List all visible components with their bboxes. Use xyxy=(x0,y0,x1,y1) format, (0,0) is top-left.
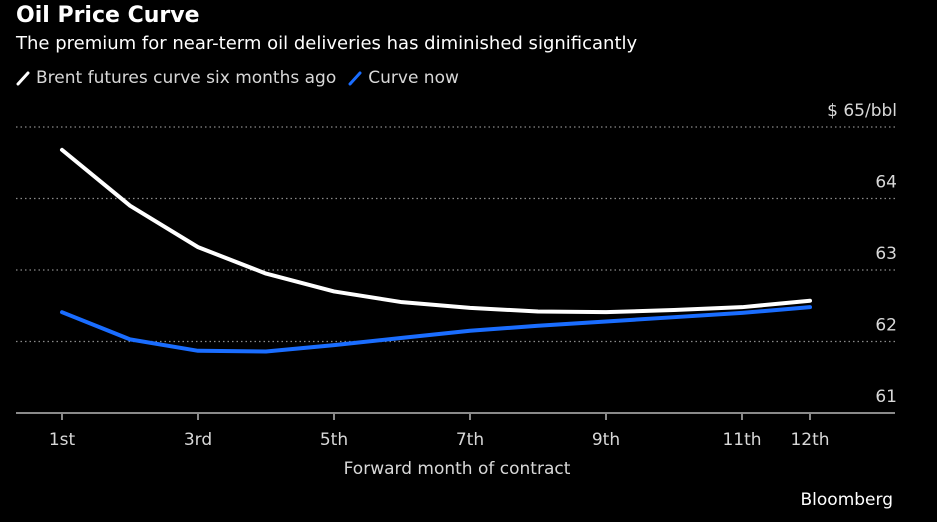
x-tick-label: 1st xyxy=(49,430,76,450)
chart-title: Oil Price Curve xyxy=(16,3,200,28)
y-tick-label: 63 xyxy=(875,244,897,264)
x-axis-labels: 1st 3rd 5th 7th 9th 11th 12th xyxy=(49,430,830,450)
y-tick-label: $ 65/bbl xyxy=(827,101,897,121)
x-tick-label: 12th xyxy=(790,430,829,450)
legend-label: Brent futures curve six months ago xyxy=(36,68,337,88)
x-tick-label: 5th xyxy=(320,430,348,450)
series-line-six-months-ago xyxy=(60,147,812,315)
y-axis-labels: 61 62 63 64 $ 65/bbl xyxy=(827,101,897,407)
legend-swatch-blue-icon xyxy=(348,71,362,86)
y-tick-label: 61 xyxy=(875,387,897,407)
x-tick-label: 3rd xyxy=(184,430,212,450)
x-tick-label: 7th xyxy=(456,430,484,450)
x-axis-title: Forward month of contract xyxy=(344,459,571,479)
legend-item-six-months-ago: Brent futures curve six months ago xyxy=(16,68,336,88)
chart-subtitle: The premium for near-term oil deliveries… xyxy=(16,33,638,54)
x-axis xyxy=(16,412,895,420)
legend-swatch-white-icon xyxy=(16,71,30,86)
y-tick-label: 62 xyxy=(875,316,897,336)
legend: Brent futures curve six months ago Curve… xyxy=(16,68,471,88)
series-lines xyxy=(60,147,812,354)
series-line-curve-now xyxy=(60,305,812,354)
legend-label: Curve now xyxy=(368,68,459,88)
x-tick-label: 11th xyxy=(722,430,761,450)
legend-item-curve-now: Curve now xyxy=(348,68,459,88)
x-tick-label: 9th xyxy=(592,430,620,450)
y-tick-label: 64 xyxy=(875,173,897,193)
source-label: Bloomberg xyxy=(800,490,893,510)
